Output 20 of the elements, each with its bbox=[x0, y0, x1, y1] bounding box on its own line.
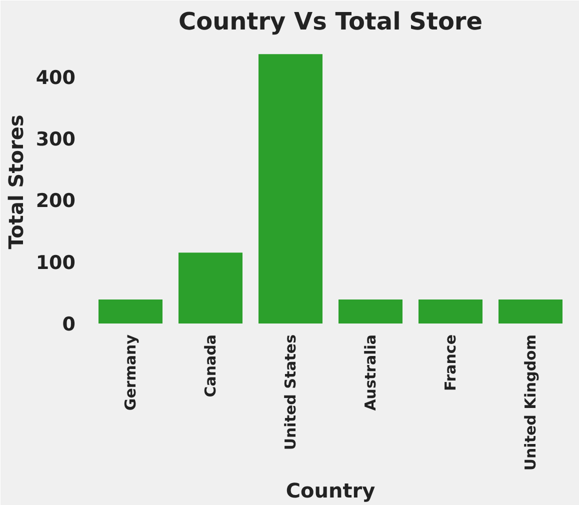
y-axis-title: Total Stores bbox=[4, 114, 28, 250]
bar bbox=[498, 299, 562, 324]
y-tick-label: 200 bbox=[36, 190, 76, 212]
x-tick-label: Australia bbox=[362, 334, 380, 411]
x-tick-label: United Kingdom bbox=[522, 334, 540, 471]
chart-title: Country Vs Total Store bbox=[178, 8, 483, 36]
x-tick-label: Canada bbox=[202, 334, 220, 398]
bar bbox=[338, 299, 402, 324]
x-tick-label: United States bbox=[282, 334, 300, 450]
bar bbox=[178, 252, 242, 324]
y-tick-label: 300 bbox=[36, 128, 76, 151]
bar bbox=[98, 299, 162, 324]
x-axis-title: Country bbox=[286, 478, 376, 503]
y-tick-label: 400 bbox=[36, 66, 76, 89]
bar bbox=[258, 54, 322, 324]
bar bbox=[418, 299, 482, 324]
y-tick-label: 100 bbox=[36, 252, 76, 274]
y-tick-label: 0 bbox=[62, 314, 76, 336]
x-tick-label: Germany bbox=[122, 334, 140, 411]
x-tick-label: France bbox=[442, 334, 460, 392]
